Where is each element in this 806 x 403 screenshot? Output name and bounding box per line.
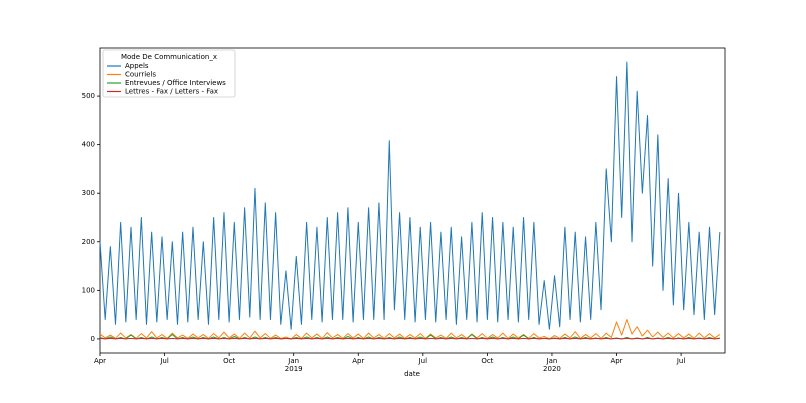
- legend-label: Entrevues / Office Interviews: [125, 79, 226, 87]
- x-tick-year: 2019: [285, 365, 303, 373]
- legend-label: Courriels: [125, 71, 156, 79]
- x-tick-label: Jan: [546, 357, 558, 365]
- x-tick-year: 2020: [543, 365, 561, 373]
- legend-box: [102, 49, 236, 98]
- series-line: [99, 318, 721, 340]
- plot-frame: [99, 47, 726, 354]
- x-tick-label: Jan: [287, 357, 299, 365]
- x-axis-label: date: [404, 370, 420, 378]
- legend-label: Appels: [125, 62, 149, 70]
- y-tick-label: 300: [82, 189, 95, 197]
- series-line: [99, 61, 721, 330]
- x-tick-label: Jul: [159, 357, 169, 365]
- x-tick-label: Apr: [352, 357, 364, 365]
- x-tick-label: Apr: [94, 357, 106, 365]
- legend-label: Lettres - Fax / Letters - Fax: [125, 88, 218, 96]
- x-tick-label: Jul: [676, 357, 686, 365]
- x-tick-label: Jul: [418, 357, 428, 365]
- y-tick-label: 0: [91, 335, 95, 343]
- y-tick-label: 500: [82, 92, 95, 100]
- legend-title: Mode De Communication_x: [121, 53, 217, 61]
- x-tick-label: Oct: [481, 357, 493, 365]
- x-tick-label: Apr: [610, 357, 622, 365]
- y-tick-label: 400: [82, 141, 95, 149]
- y-tick-label: 100: [82, 286, 95, 294]
- y-tick-label: 200: [82, 238, 95, 246]
- x-tick-label: Oct: [223, 357, 235, 365]
